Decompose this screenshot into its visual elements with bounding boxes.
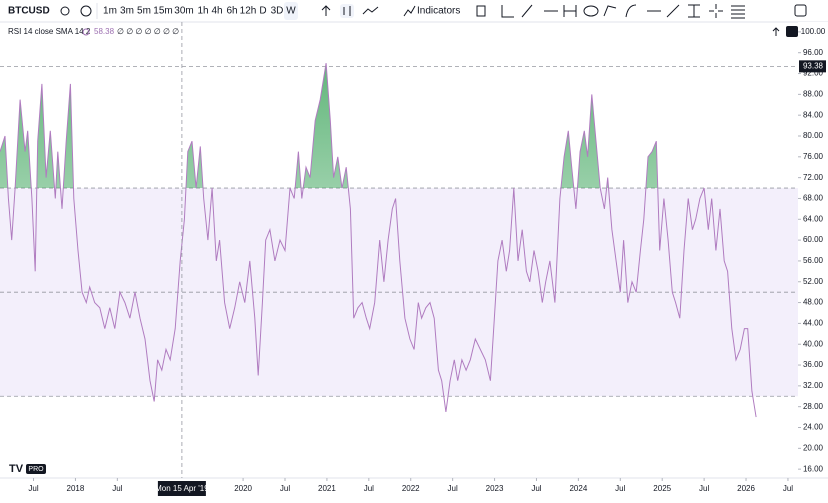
legend-na: ∅ ∅ ∅ ∅ ∅ ∅ ∅ <box>117 27 179 36</box>
interval-button[interactable]: 1h <box>197 6 208 17</box>
layout-icon[interactable] <box>476 5 486 17</box>
x-tick-label: 2018 <box>67 484 85 493</box>
x-tick-label: Jul <box>615 484 625 493</box>
x-tick-label: 2024 <box>569 484 587 493</box>
y-tick-label: 76.00 <box>803 152 824 161</box>
tool-cross[interactable] <box>709 4 723 18</box>
overbought-fill <box>0 63 658 189</box>
x-tick-label: 2023 <box>486 484 504 493</box>
tool-curve[interactable] <box>625 4 637 18</box>
y-tick-label: 84.00 <box>803 110 824 119</box>
y-tick-label: 56.00 <box>803 256 824 265</box>
crosshair-y-label-bg <box>799 60 826 73</box>
tool-ellipse[interactable] <box>583 5 599 17</box>
y-tick-label: 20.00 <box>803 443 824 452</box>
crosshair-x-label: Mon 15 Apr '19 <box>155 484 209 493</box>
fullscreen[interactable] <box>794 4 807 17</box>
x-tick-label: Jul <box>364 484 374 493</box>
y-tick-label: 92.00 <box>803 69 824 78</box>
pro-badge: PRO <box>28 466 44 473</box>
tool-line[interactable] <box>666 4 680 18</box>
y-tick-label: 96.00 <box>803 48 824 57</box>
rsi-line <box>0 63 757 418</box>
x-tick-label: 2022 <box>402 484 420 493</box>
eye-icon[interactable] <box>60 6 70 16</box>
x-tick-label: 2026 <box>737 484 755 493</box>
scroll-up[interactable] <box>772 27 780 36</box>
x-tick-label: Jul <box>28 484 38 493</box>
interval-button[interactable]: 5m <box>137 6 151 17</box>
logo: TV PRO <box>9 463 46 475</box>
interval-button[interactable]: 6h <box>226 6 237 17</box>
y-tick-label: 16.00 <box>803 464 824 473</box>
series-name: RSI 14 close SMA 14 2 <box>8 27 91 36</box>
tool-text[interactable] <box>688 4 700 18</box>
interval-button[interactable]: 3m <box>120 6 134 17</box>
bar-replay-icon[interactable] <box>321 5 331 16</box>
y-tick-label: 52.00 <box>803 277 824 286</box>
x-tick-label: Jul <box>531 484 541 493</box>
legend-value: 58.38 <box>94 27 115 36</box>
tool-angle[interactable] <box>501 5 514 18</box>
y-tick-label: 28.00 <box>803 402 824 411</box>
candle-icon <box>343 6 351 16</box>
tool-menu[interactable] <box>731 5 745 19</box>
crosshair-x-label-bg <box>157 481 206 496</box>
pro-badge-bg <box>26 464 46 474</box>
y-tick-label: 100.00 <box>801 27 826 36</box>
y-tick-label: 36.00 <box>803 360 824 369</box>
interval-button[interactable]: 4h <box>211 6 222 17</box>
y-tick-label: 44.00 <box>803 319 824 328</box>
add-symbol[interactable] <box>80 5 92 17</box>
active-interval-bg <box>284 2 298 20</box>
indicators-button[interactable]: Indicators <box>417 6 460 17</box>
x-tick-label: 2025 <box>653 484 671 493</box>
tv-logo: TV <box>9 463 24 475</box>
x-tick-label: 2021 <box>318 484 336 493</box>
interval-button[interactable]: 12h <box>240 6 257 17</box>
y-tick-label: 32.00 <box>803 381 824 390</box>
interval-button[interactable]: W <box>286 6 296 17</box>
x-tick-label: Jul <box>280 484 290 493</box>
y-tick-label: 72.00 <box>803 173 824 182</box>
intervals: 1m 3m 5m 15m 30m 1h 4h 6h 12h D 3D W <box>103 6 296 17</box>
y-tick-label: 40.00 <box>803 339 824 348</box>
y-tick-label: 24.00 <box>803 423 824 432</box>
drawing-tools <box>501 4 807 19</box>
interval-button[interactable]: 15m <box>153 6 172 17</box>
legend: RSI 14 close SMA 14 2 58.38 ∅ ∅ ∅ ∅ ∅ ∅ … <box>8 27 179 36</box>
interval-button[interactable]: 3D <box>271 6 284 17</box>
y-tick-label: 68.00 <box>803 194 824 203</box>
y-tick-label: 88.00 <box>803 89 824 98</box>
y-axis-bg <box>798 22 828 478</box>
x-tick-label: Jul <box>783 484 793 493</box>
tool-trend[interactable] <box>521 4 533 18</box>
x-tick-label: Jul <box>112 484 122 493</box>
y-tick-label: 80.00 <box>803 131 824 140</box>
interval-button[interactable]: 30m <box>174 6 193 17</box>
settings-btn[interactable] <box>786 26 798 37</box>
interval-button[interactable]: 1m <box>103 6 117 17</box>
x-tick-label: Jul <box>448 484 458 493</box>
toolbar-bg <box>0 0 828 22</box>
line-icon[interactable] <box>362 6 379 15</box>
legend-eye[interactable] <box>82 28 90 36</box>
tool-path[interactable] <box>603 5 617 17</box>
crosshair-y-label: 93.38 <box>803 61 824 70</box>
toolbar: BTCUSD 1m 3m 5m 15m 30m 1h 4h 6h 12h D 3D W Indicat… <box>0 0 828 23</box>
x-tick-label: Jul <box>699 484 709 493</box>
y-tick-label: 60.00 <box>803 235 824 244</box>
symbol[interactable]: BTCUSD <box>8 6 50 17</box>
indicators-icon[interactable] <box>403 5 416 17</box>
interval-button[interactable]: D <box>259 6 266 17</box>
chart: 16.00 20.00 24.00 28.00 32.00 36.00 40.00 44.00… <box>0 22 828 496</box>
tool-range[interactable] <box>563 5 577 17</box>
y-tick-label: 48.00 <box>803 298 824 307</box>
x-tick-label: 2020 <box>234 484 252 493</box>
chart-type-bg[interactable] <box>340 4 354 18</box>
y-tick-label: 64.00 <box>803 214 824 223</box>
